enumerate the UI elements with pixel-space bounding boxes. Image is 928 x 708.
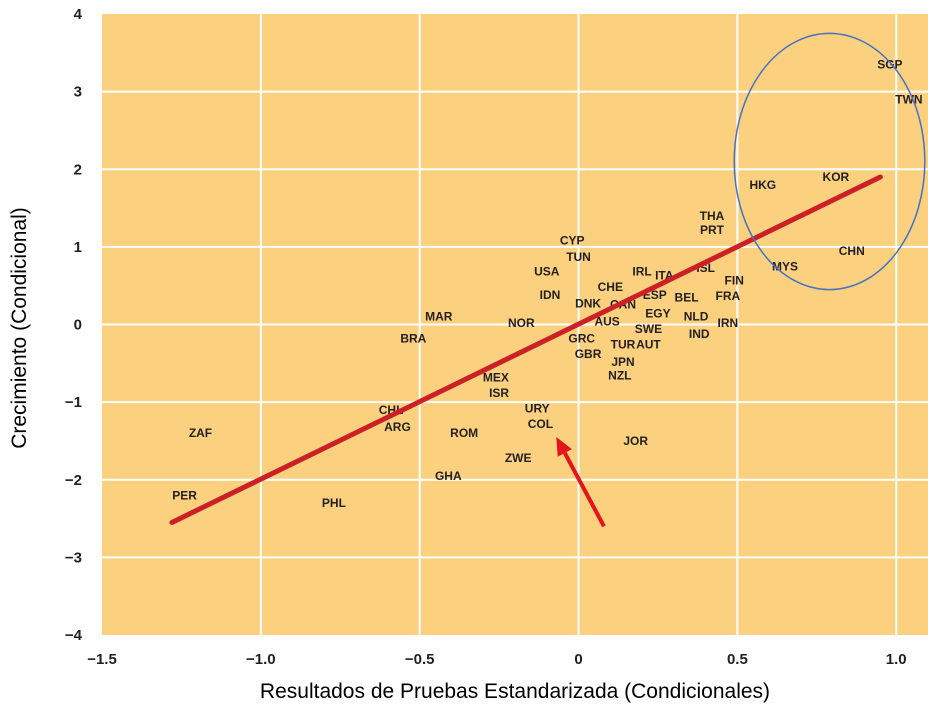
x-tick-label: 1.0 bbox=[886, 651, 907, 668]
point-label-nld: NLD bbox=[684, 310, 709, 324]
point-label-phl: PHL bbox=[322, 496, 346, 510]
point-label-per: PER bbox=[172, 488, 197, 502]
x-tick-label: −1.0 bbox=[246, 651, 276, 668]
point-label-usa: USA bbox=[534, 265, 560, 279]
point-label-idn: IDN bbox=[540, 288, 561, 302]
point-label-cyp: CYP bbox=[560, 234, 585, 248]
point-label-mys: MYS bbox=[772, 259, 798, 273]
arrow-head bbox=[556, 437, 572, 457]
point-label-tur: TUR bbox=[611, 338, 636, 352]
point-label-mex: MEX bbox=[483, 370, 509, 384]
x-tick-label: 0 bbox=[574, 651, 582, 668]
point-label-egy: EGY bbox=[645, 307, 670, 321]
point-label-twn: TWN bbox=[895, 92, 922, 106]
x-axis-title: Resultados de Pruebas Estandarizada (Con… bbox=[260, 680, 770, 703]
arrow-shaft bbox=[563, 451, 606, 528]
y-axis-ticks: −4 −3 −2 −1 0 1 2 3 4 bbox=[65, 6, 83, 644]
y-tick-label: −1 bbox=[65, 394, 82, 411]
point-label-ind: IND bbox=[689, 327, 710, 341]
point-label-irl: IRL bbox=[632, 265, 651, 279]
point-label-fra: FRA bbox=[716, 289, 741, 303]
y-tick-label: −3 bbox=[65, 549, 82, 566]
point-label-zwe: ZWE bbox=[505, 451, 532, 465]
point-label-zaf: ZAF bbox=[189, 426, 212, 440]
y-axis-title: Crecimiento (Condicional) bbox=[8, 207, 31, 449]
point-label-kor: KOR bbox=[823, 170, 850, 184]
point-label-fin: FIN bbox=[725, 273, 744, 287]
y-tick-label: 2 bbox=[74, 161, 82, 178]
point-label-jpn: JPN bbox=[611, 355, 634, 369]
point-label-tha: THA bbox=[700, 209, 725, 223]
regression-line bbox=[169, 174, 883, 525]
point-label-bel: BEL bbox=[675, 290, 699, 304]
point-label-arg: ARG bbox=[384, 420, 411, 434]
point-label-isr: ISR bbox=[489, 386, 509, 400]
point-label-aut: AUT bbox=[636, 338, 661, 352]
point-label-chn: CHN bbox=[839, 244, 865, 258]
x-tick-label: −1.5 bbox=[87, 651, 117, 668]
point-label-tun: TUN bbox=[566, 250, 591, 264]
point-label-sgp: SGP bbox=[877, 57, 902, 71]
y-tick-label: 0 bbox=[74, 317, 82, 334]
point-label-bra: BRA bbox=[400, 331, 426, 345]
x-axis-ticks: −1.5 −1.0 −0.5 0 0.5 1.0 bbox=[87, 651, 906, 668]
point-label-gbr: GBR bbox=[575, 347, 602, 361]
point-label-swe: SWE bbox=[635, 322, 662, 336]
point-label-nor: NOR bbox=[508, 316, 535, 330]
highlight-arrow bbox=[556, 437, 606, 528]
point-label-che: CHE bbox=[598, 280, 623, 294]
x-tick-label: −0.5 bbox=[405, 651, 435, 668]
point-label-nzl: NZL bbox=[608, 369, 631, 383]
point-label-jor: JOR bbox=[623, 434, 648, 448]
x-tick-label: 0.5 bbox=[727, 651, 748, 668]
y-tick-label: −2 bbox=[65, 472, 82, 489]
highlight-circle bbox=[733, 32, 926, 291]
y-tick-label: 1 bbox=[74, 239, 82, 256]
point-label-rom: ROM bbox=[450, 426, 478, 440]
point-label-irn: IRN bbox=[718, 316, 739, 330]
y-tick-label: 3 bbox=[74, 84, 82, 101]
point-label-aus: AUS bbox=[594, 314, 619, 328]
y-tick-label: 4 bbox=[74, 6, 83, 23]
point-label-prt: PRT bbox=[700, 223, 725, 237]
y-tick-label: −4 bbox=[65, 627, 83, 644]
point-label-ury: URY bbox=[525, 401, 550, 415]
point-label-mar: MAR bbox=[425, 310, 453, 324]
point-label-gha: GHA bbox=[435, 469, 462, 483]
point-label-col: COL bbox=[528, 417, 553, 431]
point-label-grc: GRC bbox=[568, 331, 595, 345]
point-label-dnk: DNK bbox=[575, 297, 601, 311]
point-label-hkg: HKG bbox=[749, 178, 776, 192]
